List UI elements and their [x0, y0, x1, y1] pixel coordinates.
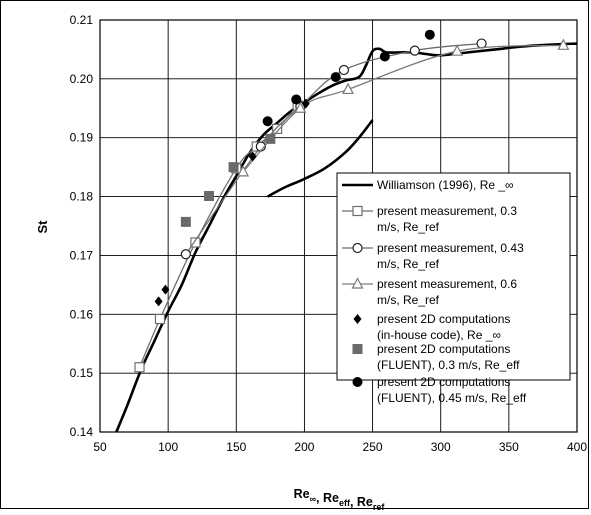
data-point	[557, 38, 570, 50]
legend-label: present measurement, 0.6	[377, 277, 517, 291]
legend-label: m/s, Re_ref	[377, 220, 440, 234]
x-tick-label: 400	[567, 440, 587, 454]
data-point	[272, 123, 283, 134]
data-point	[154, 296, 163, 307]
x-tick-label: 100	[158, 440, 178, 454]
legend-label: m/s, Re_ref	[377, 293, 440, 307]
data-point	[338, 64, 350, 76]
legend-label: (FLUENT), 0.45 m/s, Re_eff	[377, 391, 527, 405]
data-point	[265, 133, 276, 144]
x-axis-label: Re∞, Reeff, Reref	[294, 487, 386, 510]
data-point	[409, 45, 420, 56]
data-point	[228, 162, 239, 173]
legend-label: present measurement, 0.43	[377, 241, 524, 255]
x-label-part: , Re	[350, 495, 373, 509]
legend-marker	[352, 344, 363, 354]
data-point	[451, 44, 464, 56]
data-point	[190, 237, 201, 248]
series-comp_fluent03	[180, 133, 276, 227]
y-tick-label: 0.17	[70, 248, 94, 262]
series-comp_fluent045	[262, 29, 435, 127]
data-point	[154, 313, 166, 325]
y-tick-label: 0.16	[70, 307, 94, 321]
series-layer	[115, 29, 578, 433]
x-label-part: , Re	[316, 491, 339, 505]
data-point	[161, 284, 170, 295]
y-tick-label: 0.20	[70, 72, 94, 86]
legend-marker	[351, 277, 364, 289]
data-point	[204, 190, 215, 201]
legend-label: (FLUENT), 0.3 m/s, Re_eff	[377, 358, 520, 372]
y-tick-label: 0.15	[70, 366, 94, 380]
series-comp_inhouse	[154, 98, 310, 307]
legend: Williamson (1996), Re _∞present measurem…	[336, 172, 571, 405]
series-meas06	[237, 38, 570, 177]
x-label-subscript: ∞	[310, 494, 317, 504]
data-point	[379, 51, 390, 62]
legend-marker	[352, 205, 363, 217]
series-line	[138, 104, 299, 368]
y-tick-label: 0.19	[70, 131, 94, 145]
x-label-subscript: ref	[373, 502, 386, 510]
legend-entry-williamson: Williamson (1996), Re _∞	[342, 178, 514, 192]
y-tick-label: 0.21	[70, 13, 94, 27]
data-point	[180, 249, 191, 260]
plot-area-border	[99, 19, 578, 433]
legend-marker	[352, 377, 363, 387]
data-point	[180, 216, 191, 227]
legend-label: present measurement, 0.3	[377, 204, 517, 218]
series-line	[242, 44, 564, 173]
legend-entry-comp_fluent045: present 2D computations (FLUENT), 0.45 m/…	[352, 375, 527, 405]
data-point	[262, 116, 273, 127]
data-point	[476, 38, 487, 49]
x-tick-label: 200	[294, 440, 314, 454]
data-point	[424, 29, 435, 40]
legend-label: m/s, Re_ref	[377, 257, 440, 271]
legend-marker	[352, 242, 363, 254]
x-tick-label: 300	[431, 440, 451, 454]
legend-entry-comp_fluent03: present 2D computations (FLUENT), 0.3 m/s…	[352, 342, 520, 372]
data-point	[294, 101, 307, 113]
x-tick-label: 50	[93, 440, 107, 454]
legend-entry-meas043: present measurement, 0.43 m/s, Re_ref	[342, 241, 524, 271]
series-line	[185, 42, 482, 255]
y-tick-label: 0.14	[70, 425, 94, 439]
legend-label: present 2D computations	[377, 375, 510, 389]
x-tick-label: 250	[363, 440, 383, 454]
data-point	[237, 165, 250, 177]
legend-entry-meas06: present measurement, 0.6 m/s, Re_ref	[342, 277, 517, 307]
data-point	[291, 94, 302, 105]
y-axis-label: St	[35, 220, 50, 234]
data-point	[301, 98, 310, 109]
data-point	[248, 151, 257, 162]
legend-label: present 2D computations	[377, 342, 510, 356]
x-tick-label: 350	[499, 440, 519, 454]
x-label-subscript: eff	[339, 498, 351, 508]
data-point	[330, 72, 341, 83]
legend-entry-comp_inhouse: present 2D computations (in-house code), …	[353, 312, 510, 342]
legend-label: (in-house code), Re _∞	[377, 328, 501, 342]
data-point	[134, 362, 145, 373]
x-label-part: Re	[294, 487, 310, 501]
y-tick-label: 0.18	[70, 190, 94, 204]
legend-label: Williamson (1996), Re _∞	[377, 178, 514, 192]
data-point	[342, 82, 355, 95]
x-tick-label: 150	[226, 440, 246, 454]
tick-labels: 50 100 150 200 250 300 350 400 0.14 0.15 0.16 0.17 0…	[70, 13, 588, 454]
legend-marker	[353, 314, 362, 324]
legend-label: present 2D computations	[377, 312, 510, 326]
legend-box	[336, 172, 571, 381]
series-line	[267, 119, 374, 198]
legend-entry-meas03: present measurement, 0.3 m/s, Re_ref	[342, 204, 517, 234]
